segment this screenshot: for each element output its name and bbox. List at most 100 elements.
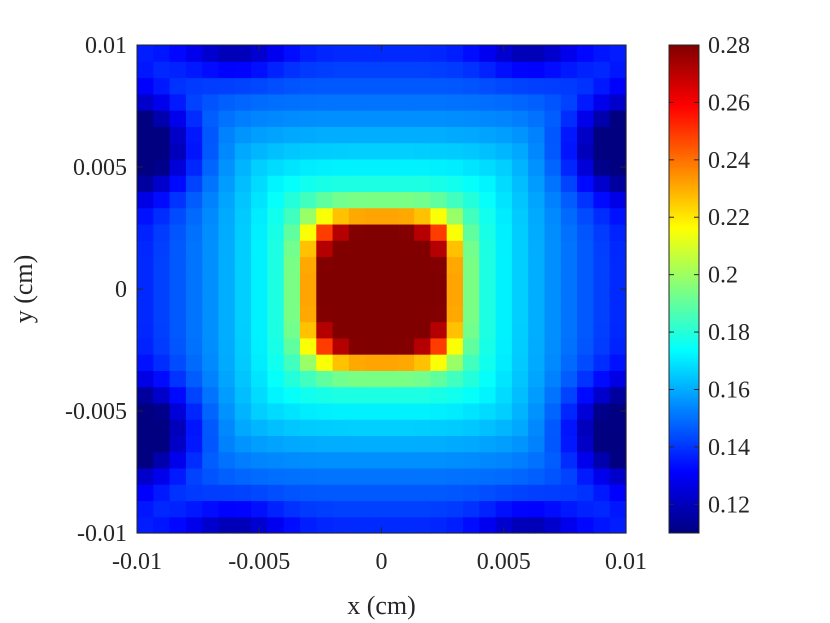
heatmap-cell bbox=[267, 256, 285, 274]
heatmap-cell bbox=[202, 467, 220, 485]
heatmap-cell bbox=[348, 467, 366, 485]
heatmap-cell bbox=[414, 272, 431, 290]
heatmap-cell bbox=[267, 516, 285, 534]
heatmap-cell bbox=[544, 419, 562, 436]
heatmap-cell bbox=[251, 305, 268, 323]
heatmap-cell bbox=[609, 386, 627, 404]
heatmap-cell bbox=[430, 386, 448, 404]
heatmap-cell bbox=[593, 223, 611, 241]
heatmap-cell bbox=[577, 110, 594, 127]
heatmap-cell bbox=[137, 158, 154, 176]
heatmap-cell bbox=[397, 110, 415, 127]
heatmap-cell bbox=[267, 289, 285, 306]
heatmap-cell bbox=[414, 305, 431, 323]
heatmap-cell bbox=[283, 240, 301, 258]
heatmap-cell bbox=[251, 45, 268, 62]
heatmap-cell bbox=[479, 419, 497, 436]
heatmap-cell bbox=[479, 272, 497, 290]
heatmap-cell bbox=[283, 61, 301, 79]
heatmap-cell bbox=[511, 451, 529, 469]
heatmap-cell bbox=[234, 321, 252, 339]
x-tick-label: 0 bbox=[376, 549, 388, 575]
heatmap-cell bbox=[593, 256, 611, 274]
heatmap-cell bbox=[332, 467, 350, 485]
heatmap-cell bbox=[348, 223, 366, 241]
heatmap-cell bbox=[463, 402, 480, 420]
heatmap-cell bbox=[348, 93, 366, 111]
heatmap-cell bbox=[251, 467, 268, 485]
heatmap-cell bbox=[137, 402, 154, 420]
heatmap-cell bbox=[495, 191, 513, 209]
heatmap-cell bbox=[153, 110, 171, 127]
heatmap-cell bbox=[381, 93, 399, 111]
heatmap-cell bbox=[365, 240, 383, 258]
heatmap-cell bbox=[593, 240, 611, 258]
heatmap-cell bbox=[283, 289, 301, 306]
heatmap-cell bbox=[544, 175, 562, 192]
heatmap-cell bbox=[202, 289, 220, 306]
heatmap-cell bbox=[381, 305, 399, 323]
heatmap-cell bbox=[202, 419, 220, 436]
heatmap-cell bbox=[397, 272, 415, 290]
heatmap-cell bbox=[169, 500, 187, 518]
heatmap-cell bbox=[300, 435, 317, 453]
heatmap-cell bbox=[463, 500, 480, 518]
heatmap-cell bbox=[560, 240, 578, 258]
heatmap-cell bbox=[511, 500, 529, 518]
heatmap-cell bbox=[202, 451, 220, 469]
heatmap-cell bbox=[316, 126, 334, 144]
heatmap-cell bbox=[577, 207, 594, 225]
heatmap-cell bbox=[528, 175, 546, 192]
heatmap-cell bbox=[495, 500, 513, 518]
heatmap-cell bbox=[479, 337, 497, 355]
heatmap-cell bbox=[495, 272, 513, 290]
heatmap-cell bbox=[137, 484, 154, 502]
colorbar-tick-label: 0.14 bbox=[708, 435, 750, 461]
heatmap-cell bbox=[560, 419, 578, 436]
heatmap-cell bbox=[511, 223, 529, 241]
heatmap-cell bbox=[218, 223, 236, 241]
heatmap-cell bbox=[169, 240, 187, 258]
heatmap-cell bbox=[365, 370, 383, 388]
heatmap-cell bbox=[544, 110, 562, 127]
heatmap-cell bbox=[381, 207, 399, 225]
heatmap-cell bbox=[365, 419, 383, 436]
heatmap-cell bbox=[479, 516, 497, 534]
heatmap-cell bbox=[479, 175, 497, 192]
heatmap-cell bbox=[414, 191, 431, 209]
heatmap-cell bbox=[577, 419, 594, 436]
heatmap-cell bbox=[381, 516, 399, 534]
heatmap-cell bbox=[348, 191, 366, 209]
heatmap-cell bbox=[609, 354, 627, 371]
heatmap-cell bbox=[365, 77, 383, 95]
heatmap-cell bbox=[218, 321, 236, 339]
heatmap-cell bbox=[495, 126, 513, 144]
heatmap-cell bbox=[251, 142, 268, 160]
heatmap-cell bbox=[577, 61, 594, 79]
heatmap-cell bbox=[283, 191, 301, 209]
heatmap-cell bbox=[316, 386, 334, 404]
heatmap-cell bbox=[300, 77, 317, 95]
heatmap-cell bbox=[430, 419, 448, 436]
heatmap-cell bbox=[153, 272, 171, 290]
heatmap-cell bbox=[234, 386, 252, 404]
heatmap-cell bbox=[479, 61, 497, 79]
heatmap-cell bbox=[137, 419, 154, 436]
heatmap-cell bbox=[609, 240, 627, 258]
heatmap-cell bbox=[593, 500, 611, 518]
heatmap-cell bbox=[609, 370, 627, 388]
x-tick-label: 0.005 bbox=[477, 549, 531, 575]
heatmap-cell bbox=[560, 77, 578, 95]
heatmap-cell bbox=[185, 370, 203, 388]
heatmap-cell bbox=[593, 61, 611, 79]
heatmap-cell bbox=[332, 337, 350, 355]
heatmap-cell bbox=[430, 370, 448, 388]
heatmap-cell bbox=[153, 45, 171, 62]
heatmap-cell bbox=[479, 451, 497, 469]
heatmap-cell bbox=[137, 370, 154, 388]
heatmap-cell bbox=[218, 61, 236, 79]
heatmap-cell bbox=[202, 321, 220, 339]
heatmap-cell bbox=[593, 142, 611, 160]
heatmap-cell bbox=[267, 500, 285, 518]
